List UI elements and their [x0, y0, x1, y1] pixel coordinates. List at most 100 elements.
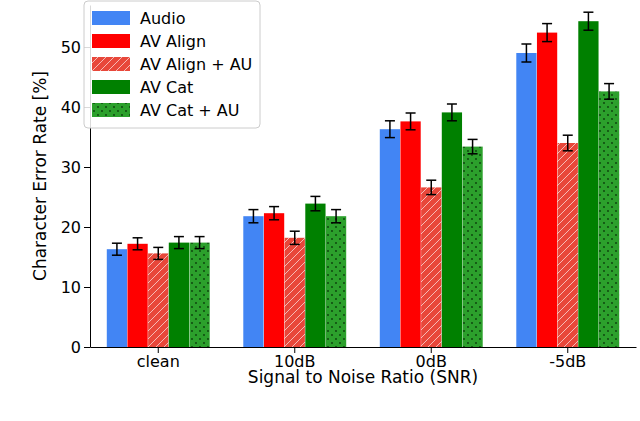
bar	[189, 243, 209, 347]
error-bar-cap	[563, 150, 573, 152]
error-bar-cap	[331, 222, 341, 224]
legend-swatch	[92, 80, 130, 94]
bar	[264, 213, 284, 347]
y-axis-title: Character Error Rate [%]	[30, 71, 50, 281]
y-tick-label: 10	[61, 278, 81, 297]
y-tick: 20	[61, 218, 90, 237]
error-bar-cap	[447, 103, 457, 105]
legend-swatch	[92, 11, 130, 25]
error-bar-cap	[406, 112, 416, 114]
error-bar-cap	[542, 23, 552, 25]
error-bar-stem	[273, 207, 275, 220]
x-tick: clean	[137, 347, 180, 371]
error-bar	[468, 139, 478, 153]
bar	[558, 143, 578, 347]
error-bar-stem	[335, 210, 337, 223]
error-bar	[290, 231, 300, 244]
legend-item: AV Cat + AU	[92, 101, 239, 120]
bar	[148, 253, 168, 347]
error-bar-stem	[294, 231, 296, 244]
error-bar	[112, 243, 122, 255]
error-bar-cap	[406, 129, 416, 131]
y-tick-label: 20	[61, 218, 81, 237]
bar	[169, 243, 189, 347]
error-bar-stem	[389, 121, 391, 138]
error-bar-cap	[290, 244, 300, 246]
legend-label: AV Cat	[140, 78, 193, 97]
legend-label: AV Align	[140, 32, 206, 51]
error-bar	[406, 113, 416, 130]
bar	[127, 244, 147, 347]
bar	[537, 33, 557, 347]
error-bar	[310, 196, 320, 210]
error-bar	[174, 237, 184, 249]
bar	[421, 187, 441, 347]
error-bar-stem	[199, 237, 201, 249]
error-bar-cap	[112, 242, 122, 244]
error-bar-cap	[385, 137, 395, 139]
error-bar	[331, 210, 341, 223]
y-tick-mark	[84, 347, 90, 348]
error-bar	[604, 84, 614, 100]
bar	[462, 147, 482, 347]
bar	[578, 21, 598, 347]
error-bar-stem	[567, 135, 569, 151]
error-bar-stem	[588, 12, 590, 30]
plot: 01020304050clean10dB0dB-5dB	[61, 6, 637, 372]
error-bar-cap	[331, 209, 341, 211]
legend-swatch	[92, 57, 130, 71]
legend-item: Audio	[92, 9, 185, 28]
error-bar-stem	[116, 243, 118, 255]
x-tick: -5dB	[549, 347, 586, 371]
legend-item: AV Align	[92, 32, 206, 51]
error-bar	[153, 247, 163, 259]
error-bar-cap	[468, 153, 478, 155]
error-bar	[195, 237, 205, 249]
bar	[516, 53, 536, 347]
error-bar-cap	[310, 210, 320, 212]
error-bar	[563, 135, 573, 151]
bars	[107, 12, 619, 347]
error-bar-cap	[468, 139, 478, 141]
error-bar-cap	[174, 248, 184, 250]
y-tick-label: 0	[71, 338, 81, 357]
error-bar-cap	[269, 219, 279, 221]
legend-swatch	[92, 34, 130, 48]
bar	[599, 91, 619, 347]
bar	[285, 238, 305, 347]
error-bar-cap	[269, 206, 279, 208]
error-bar-cap	[290, 230, 300, 232]
error-bar-stem	[410, 113, 412, 130]
error-bar-stem	[546, 24, 548, 42]
y-tick: 10	[61, 278, 90, 297]
chart: 01020304050clean10dB0dB-5dBSignal to Noi…	[0, 0, 640, 421]
error-bar	[426, 180, 436, 194]
error-bar-cap	[112, 254, 122, 256]
error-bar-cap	[248, 209, 258, 211]
y-tick-mark	[84, 227, 90, 228]
error-bar-cap	[447, 120, 457, 122]
bar	[305, 204, 325, 347]
error-bar	[133, 238, 143, 250]
legend-item: AV Cat	[92, 78, 193, 97]
y-tick-mark	[84, 287, 90, 288]
error-bar-stem	[608, 84, 610, 100]
error-bar-stem	[253, 210, 255, 223]
error-bar	[521, 44, 531, 62]
x-tick-label: clean	[137, 352, 180, 371]
error-bar-cap	[153, 259, 163, 261]
legend-swatch	[92, 103, 130, 117]
error-bar	[269, 207, 279, 220]
x-axis-title: Signal to Noise Ratio (SNR)	[248, 367, 478, 387]
legend: AudioAV AlignAV Align + AUAV CatAV Cat +…	[84, 1, 260, 128]
error-bar-cap	[426, 179, 436, 181]
y-tick-label: 50	[61, 38, 81, 57]
error-bar	[583, 12, 593, 30]
error-bar-cap	[385, 120, 395, 122]
x-axis-line	[91, 347, 637, 348]
y-tick-label: 40	[61, 98, 81, 117]
error-bar-cap	[542, 41, 552, 43]
error-bar-cap	[521, 61, 531, 63]
bar	[400, 121, 420, 347]
error-bar-cap	[583, 11, 593, 13]
